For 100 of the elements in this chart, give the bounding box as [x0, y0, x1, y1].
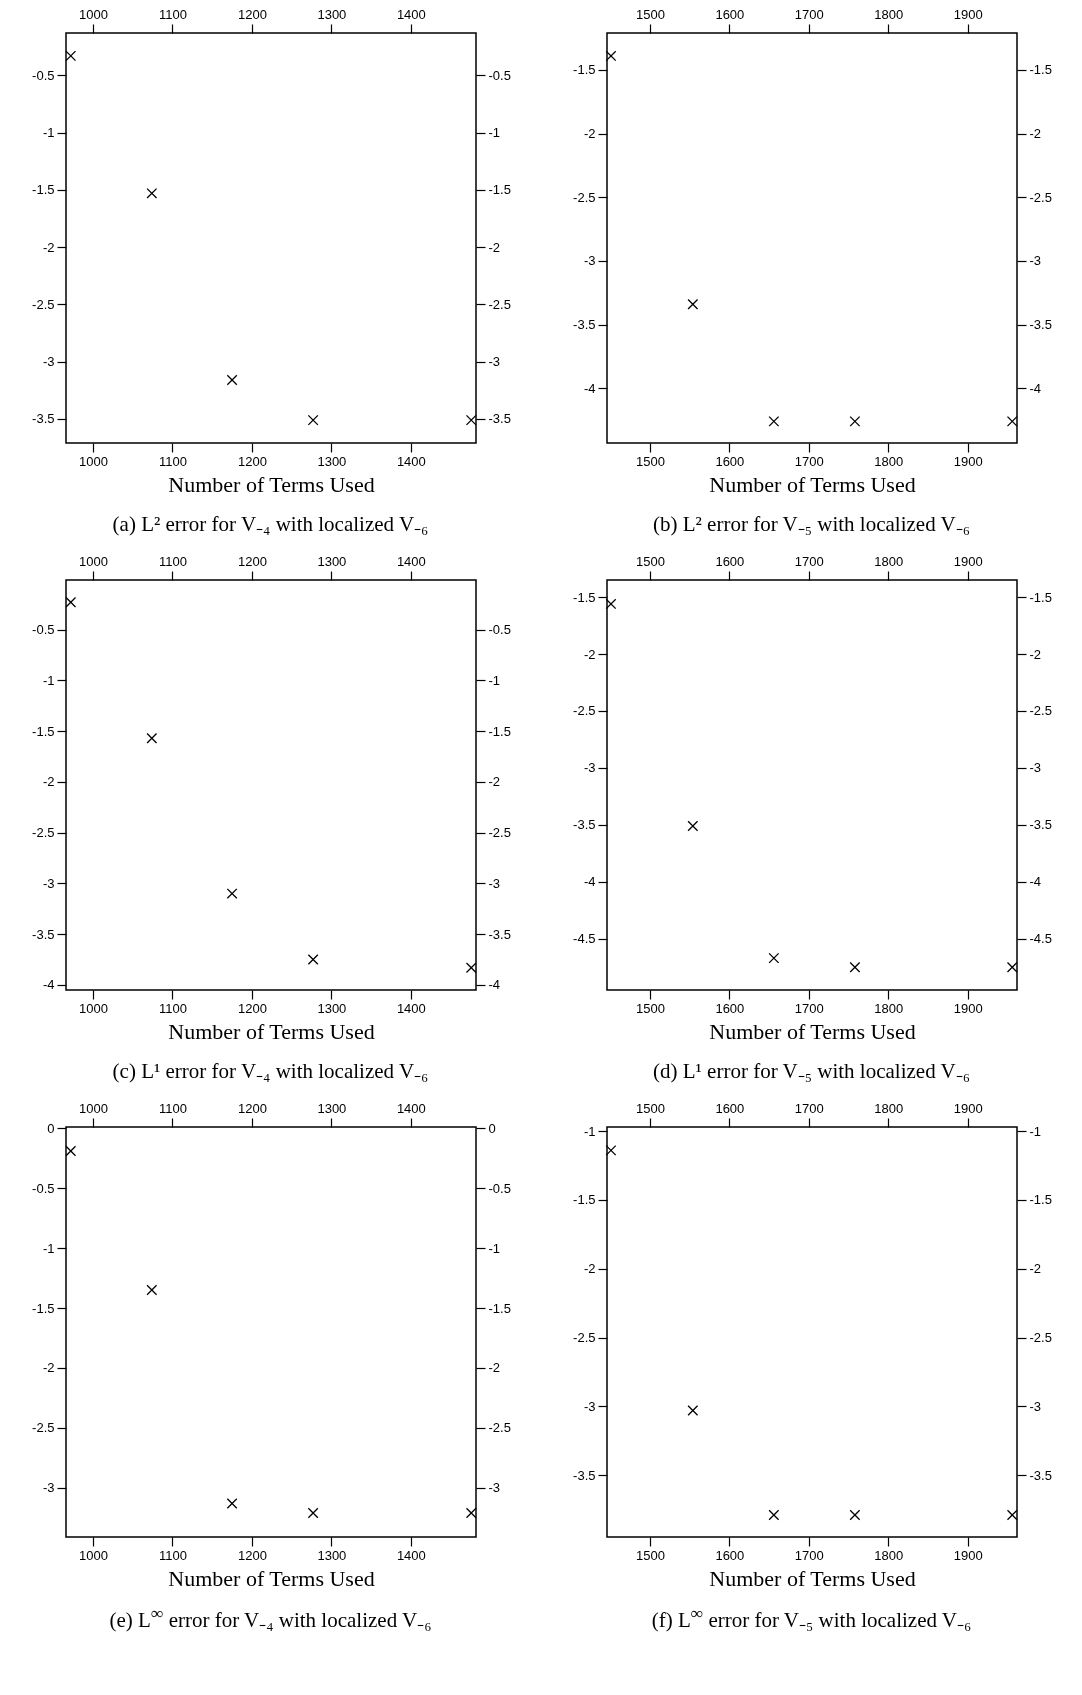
y-tick-label: -1.5 — [572, 589, 595, 605]
x-tick-label: 1400 — [396, 1000, 426, 1016]
y-tick-label: -2.5 — [572, 703, 595, 719]
x-tick-label: 1800 — [873, 1000, 903, 1016]
y2-tick-label: -1 — [1029, 1123, 1041, 1139]
point — [307, 954, 319, 965]
point — [767, 415, 779, 427]
point — [767, 952, 779, 964]
y-tick-label: -3 — [42, 354, 54, 370]
x2-tick-label: 1400 — [396, 6, 426, 22]
x-axis-title: Number of Terms Used — [708, 1565, 916, 1591]
x-tick-label: 1100 — [158, 1000, 187, 1016]
x-tick-label: 1000 — [78, 1547, 108, 1563]
x2-tick-label: 1000 — [78, 1100, 108, 1116]
point — [307, 1507, 319, 1519]
y2-tick-label: -2 — [488, 239, 500, 255]
y-tick-label: -1 — [583, 1123, 595, 1139]
y-tick-label: -2 — [583, 646, 595, 662]
y-tick-label: -4 — [42, 977, 54, 993]
y-tick-label: -3.5 — [31, 926, 54, 942]
y2-tick-label: -1.5 — [1029, 62, 1052, 78]
point — [849, 961, 860, 973]
point — [64, 50, 76, 62]
x-axis-title: Number of Terms Used — [708, 471, 916, 497]
y2-tick-label: -1 — [488, 1240, 500, 1256]
x-axis-title: Number of Terms Used — [708, 1018, 916, 1044]
y2-tick-label: -1.5 — [1029, 1192, 1052, 1208]
x-tick-label: 1900 — [953, 1000, 983, 1016]
x2-tick-label: 1300 — [316, 6, 346, 22]
point — [465, 1507, 477, 1519]
point — [465, 414, 477, 426]
y2-tick-label: -2 — [1029, 126, 1041, 142]
x2-tick-label: 1900 — [953, 553, 983, 569]
text: (f) L$^{∞}$ error for V₋₅ with localized V₋₆ — [651, 1603, 972, 1633]
y2-tick-label: -4 — [1029, 874, 1041, 890]
y2-tick-label: -4 — [488, 977, 500, 993]
x2-tick-label: 1700 — [794, 553, 824, 569]
y2-tick-label: -2 — [488, 1360, 500, 1376]
y2-tick-label: -2.5 — [488, 825, 511, 841]
x-tick-label: 1200 — [237, 1000, 267, 1016]
point — [145, 1284, 157, 1296]
y-tick-label: -2.5 — [31, 1420, 54, 1436]
y-tick-label: -0.5 — [31, 622, 54, 638]
x2-tick-label: 1500 — [635, 553, 665, 569]
y2-tick-label: -1.5 — [488, 1300, 511, 1316]
y-tick-label: -2.5 — [31, 296, 54, 312]
y2-tick-label: -0.5 — [488, 1180, 511, 1196]
x-tick-label: 1900 — [953, 453, 983, 469]
x-tick-label: 1600 — [714, 1547, 744, 1563]
x2-tick-label: 1200 — [237, 1100, 267, 1116]
y2-tick-label: -4.5 — [1029, 931, 1052, 947]
y2-tick-label: -3.5 — [1029, 817, 1052, 833]
point — [226, 888, 237, 899]
y2-tick-label: -2.5 — [1029, 703, 1052, 719]
y-tick-label: -1.5 — [572, 1192, 595, 1208]
x-axis-title: Number of Terms Used — [167, 1018, 375, 1044]
x2-tick-label: 1800 — [873, 553, 903, 569]
y-tick-label: -2 — [42, 1360, 54, 1376]
x-tick-label: 1200 — [237, 1547, 267, 1563]
y2-tick-label: -2 — [1029, 1261, 1041, 1277]
point — [605, 50, 616, 62]
x-tick-label: 1300 — [316, 1000, 346, 1016]
x2-tick-label: 1400 — [396, 553, 426, 569]
x-tick-label: 1600 — [714, 453, 744, 469]
y-tick-label: -2 — [42, 239, 54, 255]
x2-tick-label: 1800 — [873, 1100, 903, 1116]
y-tick-label: -1 — [42, 1240, 54, 1256]
x-tick-label: 1400 — [396, 1547, 426, 1563]
x2-tick-label: 1100 — [158, 553, 187, 569]
point — [145, 187, 157, 199]
y-tick-label: -3 — [583, 253, 595, 269]
y-tick-label: -2 — [583, 126, 595, 142]
x-tick-label: 1100 — [158, 1547, 187, 1563]
y2-tick-label: -3.5 — [1029, 317, 1052, 333]
text: (b) L² error for V₋₅ with localized V₋₆ — [653, 511, 970, 537]
y-tick-label: -2 — [42, 774, 54, 790]
x-tick-label: 1000 — [78, 1000, 108, 1016]
y-tick-label: -1.5 — [31, 723, 54, 739]
y-tick-label: -2.5 — [572, 1330, 595, 1345]
y2-tick-label: -3.5 — [488, 926, 511, 942]
y2-tick-label: -0.5 — [488, 622, 511, 638]
y-tick-label: -3 — [42, 875, 54, 891]
y2-tick-label: -3 — [1029, 760, 1041, 776]
y-tick-label: -1.5 — [572, 62, 595, 78]
text: (e) L$^{∞}$ error for V₋₄ with localized V₋₆ — [109, 1603, 432, 1633]
point — [686, 298, 698, 310]
y-tick-label: -4 — [583, 874, 595, 890]
point — [226, 1498, 237, 1509]
x-tick-label: 1800 — [873, 1547, 903, 1563]
y-tick-label: -2.5 — [572, 189, 595, 205]
x2-tick-label: 1600 — [714, 1100, 744, 1116]
text: (c) L¹ error for V₋₄ with localized V₋₆ — [112, 1058, 429, 1084]
point — [686, 820, 698, 832]
x-tick-label: 1000 — [78, 453, 108, 469]
point — [145, 732, 157, 744]
y2-tick-label: -0.5 — [488, 67, 511, 83]
y2-tick-label: -1 — [488, 672, 500, 688]
x-tick-label: 1200 — [237, 453, 267, 469]
point — [767, 1509, 779, 1521]
x2-tick-label: 1300 — [316, 1100, 346, 1116]
